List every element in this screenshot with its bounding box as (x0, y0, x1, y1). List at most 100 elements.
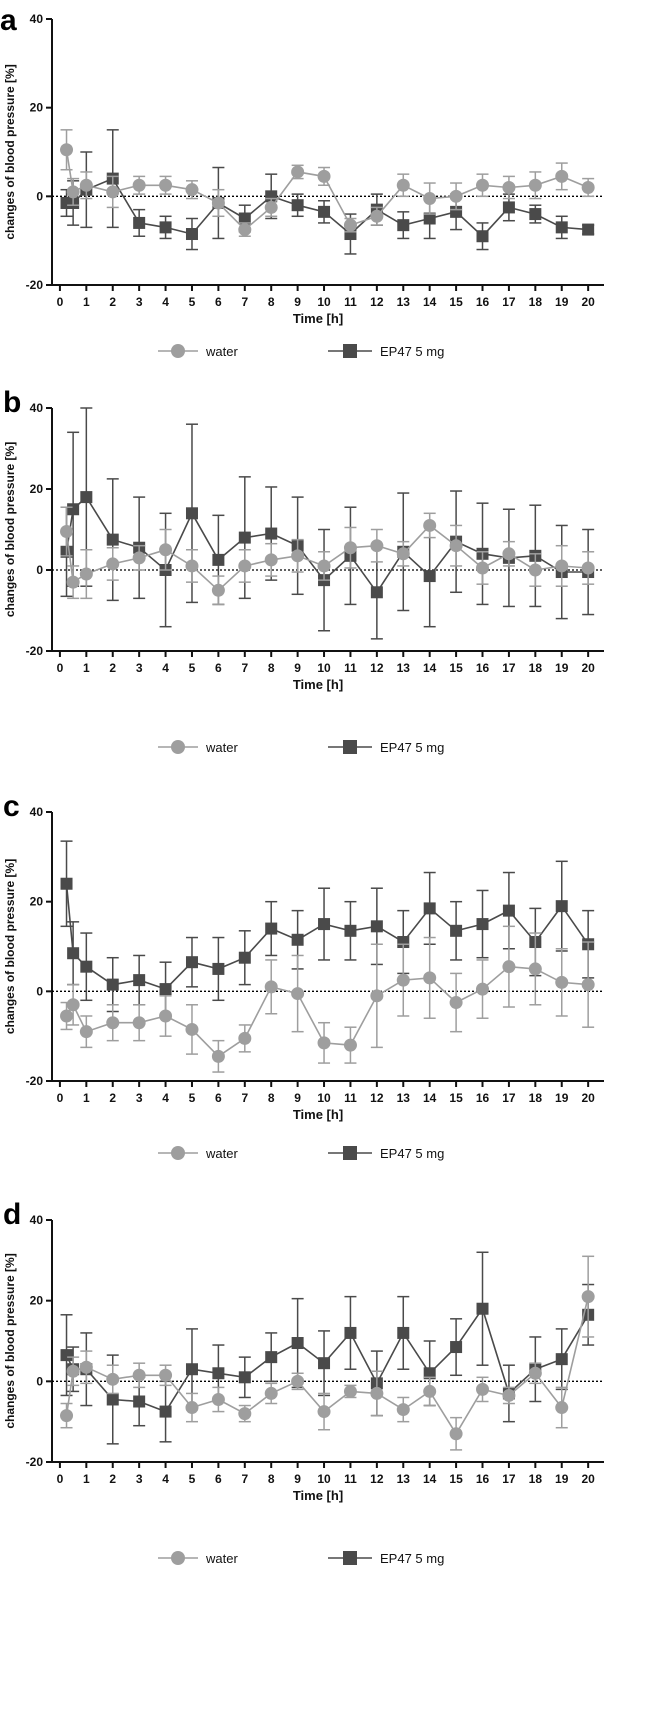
data-point (396, 1403, 410, 1417)
data-point (212, 553, 225, 566)
data-point (238, 951, 251, 964)
data-point (80, 491, 93, 504)
data-point (370, 209, 384, 223)
x-tick-label: 13 (397, 661, 411, 675)
x-tick-label: 18 (529, 661, 543, 675)
data-point (581, 180, 595, 194)
data-point (370, 586, 383, 599)
y-tick-label: 40 (30, 805, 44, 819)
data-point (79, 178, 93, 192)
x-tick-label: 3 (136, 1091, 143, 1105)
x-tick-label: 9 (294, 295, 301, 309)
x-tick-label: 10 (317, 661, 331, 675)
data-point (106, 533, 119, 546)
x-axis-label: Time [h] (293, 1488, 343, 1503)
data-point (264, 980, 278, 994)
data-point (318, 918, 331, 931)
data-point (291, 933, 304, 946)
x-tick-label: 20 (581, 1091, 595, 1105)
x-tick-label: 5 (189, 1091, 196, 1105)
data-point (238, 1371, 251, 1384)
panel-label: b (3, 386, 21, 419)
y-tick-label: 20 (30, 101, 44, 115)
y-axis-label: changes of blood pressure [%] (3, 859, 17, 1034)
data-point (291, 199, 304, 212)
data-point (423, 518, 437, 532)
series-ep47 (60, 1251, 595, 1445)
data-point (185, 1022, 199, 1036)
series-water (60, 506, 595, 606)
data-point (555, 1401, 569, 1415)
x-tick-label: 1 (83, 1091, 90, 1105)
x-tick-label: 17 (502, 295, 516, 309)
data-point (343, 541, 357, 555)
data-point (291, 165, 305, 179)
data-point (238, 212, 251, 225)
series-water (60, 925, 595, 1073)
x-tick-label: 0 (57, 1091, 64, 1105)
x-tick-label: 18 (529, 295, 543, 309)
data-point (238, 1031, 252, 1045)
legend-water-marker (171, 740, 185, 754)
legend-water-marker (171, 1551, 185, 1565)
data-point (318, 205, 331, 218)
data-point (582, 223, 595, 236)
legend-ep47-label: EP47 5 mg (380, 344, 444, 359)
data-point (449, 1427, 463, 1441)
data-point (343, 218, 357, 232)
x-tick-label: 9 (294, 1472, 301, 1486)
x-tick-label: 16 (476, 661, 490, 675)
y-tick-label: 20 (30, 1294, 44, 1308)
data-point (80, 960, 93, 973)
x-tick-label: 7 (241, 1472, 248, 1486)
data-point (502, 1388, 516, 1402)
data-point (159, 1009, 173, 1023)
x-tick-label: 8 (268, 295, 275, 309)
y-axis-label: changes of blood pressure [%] (3, 442, 17, 617)
data-point (396, 973, 410, 987)
data-point (449, 539, 463, 553)
data-point (423, 212, 436, 225)
data-point (212, 1367, 225, 1380)
data-point (185, 956, 198, 969)
data-point (66, 1364, 80, 1378)
legend-ep47-marker (343, 344, 357, 358)
data-point (265, 1351, 278, 1364)
x-tick-label: 13 (397, 1472, 411, 1486)
y-tick-label: 20 (30, 482, 44, 496)
data-point (106, 978, 119, 991)
x-tick-label: 20 (581, 1472, 595, 1486)
x-tick-label: 19 (555, 1472, 569, 1486)
data-point (450, 924, 463, 937)
x-tick-label: 7 (241, 1091, 248, 1105)
data-point (185, 183, 199, 197)
x-axis-label: Time [h] (293, 1107, 343, 1122)
data-point (106, 1016, 120, 1030)
legend-ep47-label: EP47 5 mg (380, 1146, 444, 1161)
data-point (476, 1302, 489, 1315)
data-point (159, 543, 173, 557)
x-tick-label: 3 (136, 1472, 143, 1486)
data-point (344, 924, 357, 937)
data-point (423, 192, 437, 206)
series-water (60, 1255, 595, 1451)
data-point (555, 900, 568, 913)
x-tick-label: 16 (476, 1091, 490, 1105)
data-point (211, 1392, 225, 1406)
legend: water EP47 5 mg (158, 740, 444, 755)
data-point (555, 559, 569, 573)
data-point (317, 559, 331, 573)
x-tick-label: 16 (476, 1472, 490, 1486)
series-ep47 (60, 129, 595, 255)
data-point (581, 978, 595, 992)
x-tick-label: 15 (449, 295, 463, 309)
y-tick-label: -20 (26, 1455, 44, 1469)
data-point (238, 559, 252, 573)
data-point (555, 975, 569, 989)
x-tick-label: 3 (136, 295, 143, 309)
x-tick-label: 15 (449, 661, 463, 675)
series-ep47 (60, 407, 595, 640)
x-tick-label: 12 (370, 1091, 384, 1105)
